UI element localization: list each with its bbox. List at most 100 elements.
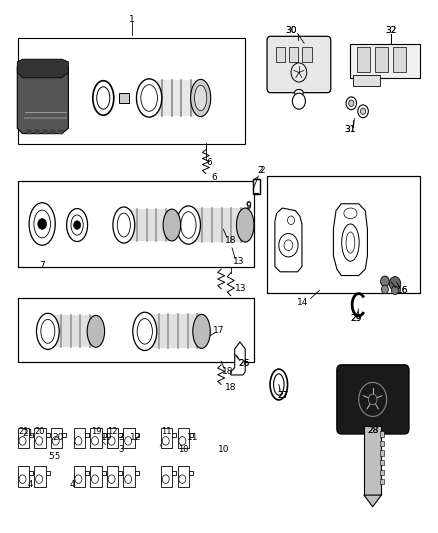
Polygon shape: [102, 433, 106, 437]
Text: 19: 19: [101, 433, 113, 442]
Circle shape: [179, 475, 186, 483]
Bar: [27, 130, 31, 134]
Polygon shape: [29, 471, 33, 475]
Ellipse shape: [294, 90, 303, 96]
Ellipse shape: [137, 79, 162, 117]
Text: 6: 6: [212, 173, 218, 182]
Circle shape: [35, 437, 42, 445]
Bar: [18, 181, 254, 266]
Bar: [289, 47, 298, 62]
Polygon shape: [364, 426, 381, 495]
Text: 27: 27: [278, 391, 289, 400]
Circle shape: [284, 240, 293, 251]
Polygon shape: [46, 471, 50, 475]
Bar: [124, 466, 135, 487]
Circle shape: [279, 233, 298, 257]
Bar: [51, 428, 62, 448]
Polygon shape: [364, 495, 381, 507]
Circle shape: [75, 437, 82, 445]
Bar: [149, 80, 201, 116]
Circle shape: [162, 437, 169, 445]
Circle shape: [359, 382, 387, 416]
Ellipse shape: [34, 210, 50, 238]
Text: 10: 10: [178, 446, 188, 455]
Polygon shape: [189, 471, 193, 475]
Polygon shape: [29, 433, 33, 437]
Circle shape: [92, 437, 99, 445]
Ellipse shape: [133, 312, 157, 351]
Polygon shape: [172, 471, 177, 475]
Circle shape: [381, 276, 389, 287]
Polygon shape: [17, 59, 68, 78]
Text: 18: 18: [222, 367, 233, 376]
Bar: [161, 466, 172, 487]
Circle shape: [346, 97, 357, 110]
Bar: [380, 470, 384, 475]
Ellipse shape: [36, 313, 59, 350]
Polygon shape: [118, 471, 122, 475]
Text: 14: 14: [297, 298, 308, 307]
Polygon shape: [189, 433, 193, 437]
Ellipse shape: [237, 208, 254, 242]
Ellipse shape: [71, 215, 83, 235]
Circle shape: [349, 100, 354, 107]
Bar: [48, 316, 96, 348]
Bar: [350, 44, 420, 78]
Bar: [18, 428, 29, 448]
Circle shape: [292, 93, 305, 109]
Bar: [18, 38, 245, 144]
Polygon shape: [46, 433, 50, 437]
Text: 2: 2: [258, 166, 263, 175]
Ellipse shape: [163, 209, 180, 241]
Text: 7: 7: [39, 261, 45, 270]
Polygon shape: [102, 471, 106, 475]
Bar: [380, 431, 384, 437]
Ellipse shape: [141, 85, 157, 111]
Text: 20: 20: [35, 427, 45, 436]
Text: 30: 30: [285, 27, 297, 36]
Text: 5: 5: [54, 452, 59, 461]
Circle shape: [74, 221, 81, 229]
Ellipse shape: [346, 232, 355, 253]
Bar: [149, 79, 201, 117]
Bar: [124, 209, 172, 241]
Ellipse shape: [193, 314, 210, 349]
Ellipse shape: [194, 85, 207, 111]
Ellipse shape: [67, 208, 88, 241]
Text: 31: 31: [344, 125, 356, 134]
Bar: [276, 47, 286, 62]
Ellipse shape: [137, 319, 152, 344]
Bar: [267, 176, 420, 293]
Text: 16: 16: [397, 286, 408, 295]
Bar: [90, 428, 102, 448]
Bar: [124, 428, 135, 448]
Ellipse shape: [93, 80, 114, 115]
Text: 2: 2: [259, 166, 265, 175]
Circle shape: [125, 437, 132, 445]
Bar: [18, 466, 29, 487]
Text: 3: 3: [118, 446, 124, 455]
Circle shape: [389, 277, 401, 290]
Bar: [42, 130, 47, 134]
Circle shape: [75, 475, 82, 483]
Circle shape: [392, 286, 399, 295]
Text: 32: 32: [386, 27, 397, 36]
Text: 1: 1: [129, 15, 134, 24]
Text: 3: 3: [118, 433, 124, 442]
Text: 31: 31: [344, 125, 356, 134]
Polygon shape: [275, 208, 302, 272]
Bar: [18, 181, 254, 266]
Polygon shape: [62, 433, 67, 437]
Bar: [34, 428, 46, 448]
Circle shape: [360, 108, 366, 115]
Circle shape: [19, 475, 26, 483]
Bar: [302, 47, 311, 62]
Text: 11: 11: [161, 427, 172, 436]
Ellipse shape: [117, 213, 131, 237]
Bar: [380, 450, 384, 456]
Polygon shape: [135, 471, 139, 475]
Ellipse shape: [342, 224, 359, 261]
Ellipse shape: [97, 87, 110, 109]
Bar: [74, 428, 85, 448]
Ellipse shape: [87, 316, 105, 348]
